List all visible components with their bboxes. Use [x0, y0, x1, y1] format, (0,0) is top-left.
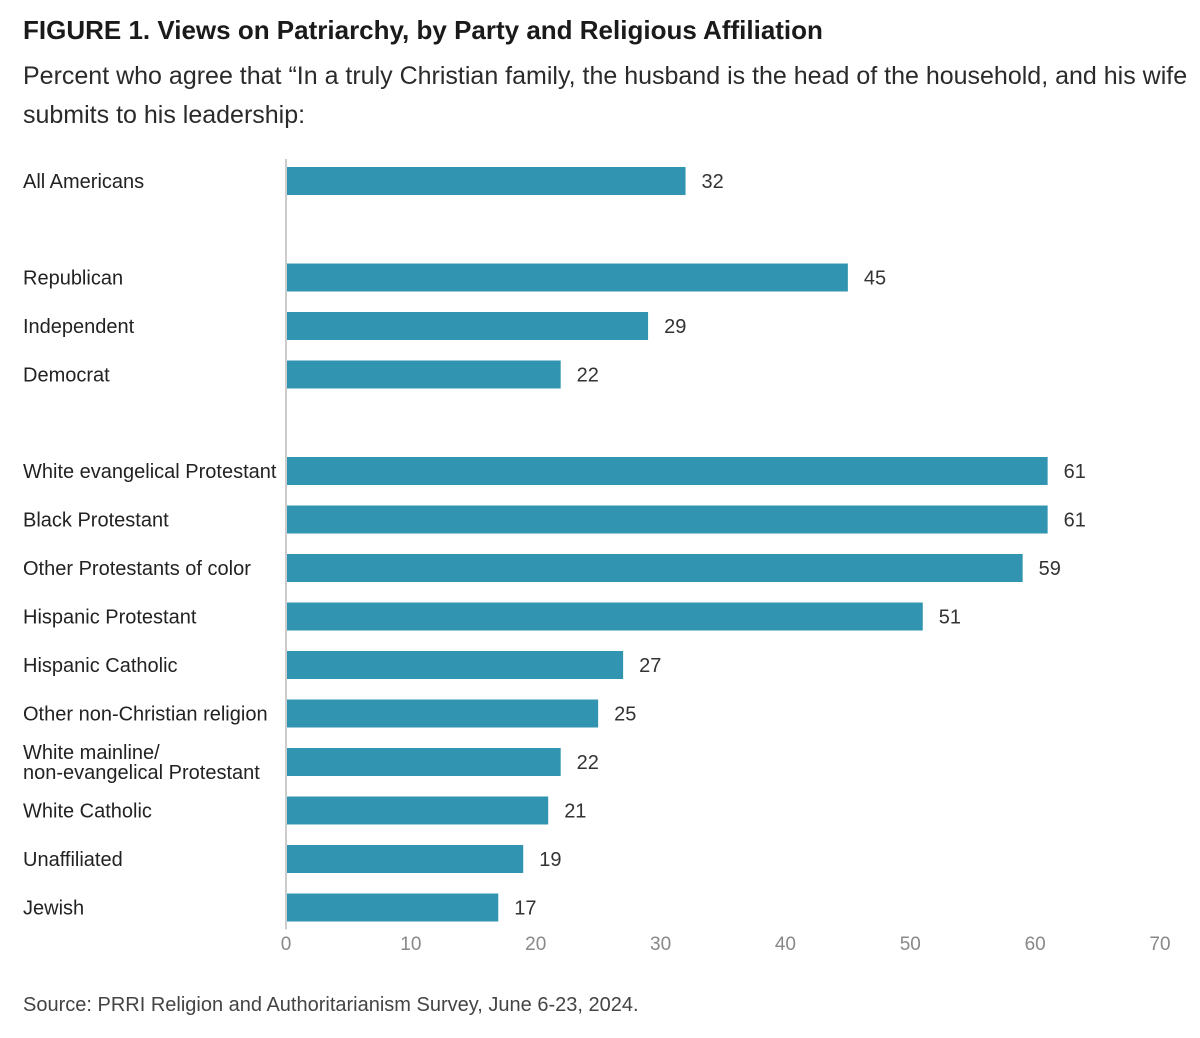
- x-tick-label: 40: [775, 934, 796, 955]
- bar-value-label: 61: [1064, 461, 1086, 483]
- bar: [287, 796, 549, 825]
- bar-value-label: 29: [664, 316, 686, 338]
- category-label: Black Protestant: [23, 510, 169, 532]
- category-label: Hispanic Catholic: [23, 655, 178, 677]
- x-tick-label: 50: [900, 934, 921, 955]
- bar: [287, 554, 1023, 582]
- bar: [287, 893, 499, 922]
- category-label: Jewish: [23, 898, 84, 920]
- bar-value-label: 25: [614, 704, 636, 726]
- bar-value-label: 45: [864, 268, 886, 290]
- category-label: Other Protestants of color: [23, 558, 251, 580]
- bar-value-label: 61: [1064, 510, 1086, 532]
- category-label: White evangelical Protestant: [23, 461, 277, 483]
- bar: [287, 457, 1048, 485]
- bar: [287, 602, 923, 631]
- x-tick-label: 30: [650, 934, 671, 955]
- category-label: Unaffiliated: [23, 849, 123, 871]
- category-label: Other non-Christian religion: [23, 704, 268, 726]
- bar: [287, 505, 1048, 534]
- category-label: White mainline/: [23, 742, 160, 764]
- x-tick-label: 20: [525, 934, 546, 955]
- bar: [287, 360, 561, 389]
- bar: [287, 748, 561, 776]
- x-tick-label: 70: [1149, 934, 1170, 955]
- bar-value-label: 22: [577, 365, 599, 387]
- category-label: Republican: [23, 268, 123, 290]
- bar-value-label: 51: [939, 607, 961, 629]
- category-label: Independent: [23, 316, 135, 338]
- category-label: non-evangelical Protestant: [23, 762, 260, 784]
- category-label: All Americans: [23, 171, 144, 193]
- bar: [287, 167, 686, 195]
- bar-value-label: 19: [539, 849, 561, 871]
- x-tick-label: 10: [400, 934, 421, 955]
- source-note: Source: PRRI Religion and Authoritariani…: [23, 994, 639, 1016]
- bar-value-label: 27: [639, 655, 661, 677]
- x-tick-label: 60: [1025, 934, 1046, 955]
- bar-value-label: 32: [702, 171, 724, 193]
- bar-value-label: 21: [564, 801, 586, 823]
- x-tick-label: 0: [281, 934, 292, 955]
- category-label: Hispanic Protestant: [23, 607, 197, 629]
- figure-subtitle: Percent who agree that “In a truly Chris…: [23, 62, 1188, 129]
- bar: [287, 312, 649, 340]
- bar-value-label: 22: [577, 752, 599, 774]
- bar: [287, 651, 624, 679]
- bar: [287, 699, 599, 728]
- bar: [287, 845, 524, 873]
- category-label: White Catholic: [23, 801, 152, 823]
- bar-chart: 32 All Americans 45 Republican 29 Independent…: [23, 159, 1171, 955]
- category-label: Democrat: [23, 365, 110, 387]
- figure-title: FIGURE 1. Views on Patriarchy, by Party …: [23, 15, 823, 45]
- bar: [287, 263, 848, 292]
- bar-value-label: 59: [1039, 558, 1061, 580]
- bar-value-label: 17: [514, 898, 536, 920]
